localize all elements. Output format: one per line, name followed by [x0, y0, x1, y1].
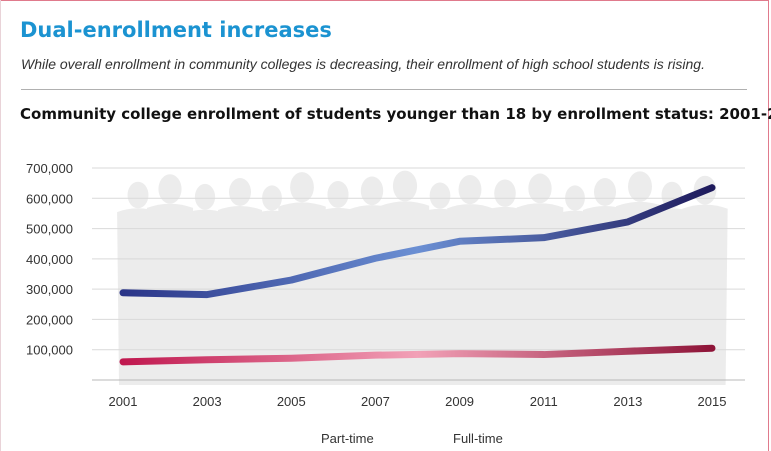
silhouette-person: [278, 172, 326, 385]
header-divider: [21, 89, 747, 90]
x-tick-label: 2007: [361, 394, 390, 409]
silhouette-person: [583, 178, 627, 385]
legend: Part-time Full-time: [271, 431, 503, 446]
chart-title: Community college enrollment of students…: [20, 105, 771, 123]
series-lines: [119, 184, 716, 366]
legend-item: Part-time: [271, 431, 374, 446]
series-line-part-time: [119, 184, 716, 299]
y-tick-label: 100,000: [26, 343, 73, 358]
page-title: Dual-enrollment increases: [20, 18, 332, 42]
x-tick-label: 2009: [445, 394, 474, 409]
x-tick-label: 2013: [613, 394, 642, 409]
y-tick-label: 200,000: [26, 312, 73, 327]
silhouette-person: [483, 179, 527, 385]
y-tick-label: 700,000: [26, 161, 73, 176]
legend-label: Full-time: [453, 431, 503, 446]
x-tick-label: 2003: [193, 394, 222, 409]
legend-item: Full-time: [403, 431, 503, 446]
page-subtitle: While overall enrollment in community co…: [21, 56, 705, 72]
silhouette-person: [447, 175, 493, 385]
gridlines: [92, 167, 745, 381]
y-tick-label: 600,000: [26, 191, 73, 206]
y-tick-label: 300,000: [26, 282, 73, 297]
y-tick-label: 500,000: [26, 222, 73, 237]
silhouette-person: [516, 173, 564, 385]
left-rule: [0, 0, 1, 451]
silhouette-person: [316, 180, 360, 385]
x-tick-label: 2001: [109, 394, 138, 409]
y-axis: 100,000 200,000 300,000 400,000 500,000 600,0…: [26, 161, 73, 358]
x-tick-label: 2015: [698, 394, 727, 409]
y-tick-label: 400,000: [26, 252, 73, 267]
x-axis: 2001 2003 2005 2007 2009 2011 2013 2015: [109, 394, 727, 409]
x-tick-label: 2011: [530, 394, 558, 409]
legend-label: Part-time: [321, 431, 374, 446]
silhouette-person: [682, 175, 728, 385]
silhouette-person: [218, 178, 262, 385]
people-silhouette-background: [117, 170, 728, 385]
series-line-full-time: [119, 344, 716, 366]
x-tick-label: 2005: [277, 394, 306, 409]
